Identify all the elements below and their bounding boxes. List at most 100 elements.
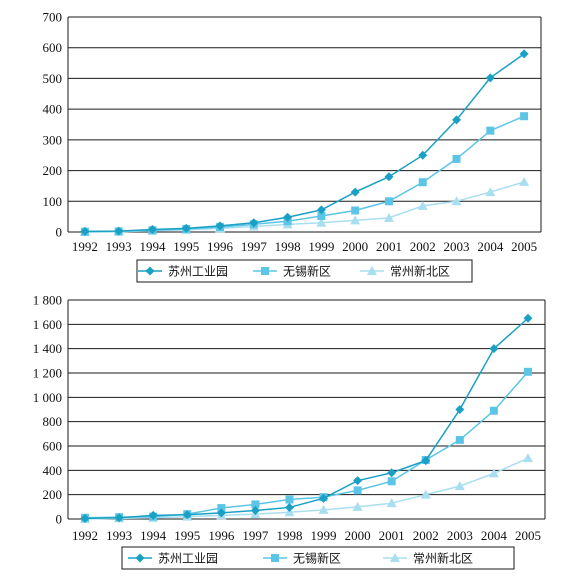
legend-box <box>136 259 473 283</box>
x-tick-label: 1995 <box>173 239 199 254</box>
x-tick-label: 2005 <box>515 528 541 543</box>
data-point-series-1 <box>114 226 124 236</box>
x-tick-label: 1992 <box>72 528 98 543</box>
y-tick-label: 100 <box>43 194 63 209</box>
data-point-series-1 <box>353 476 363 486</box>
data-point-series-1 <box>215 221 225 231</box>
x-tick-label: 2003 <box>447 528 473 543</box>
data-point-series-2 <box>251 500 260 509</box>
series-line-1 <box>84 53 525 233</box>
data-point-series-1 <box>250 505 260 515</box>
x-tick-label: 2002 <box>413 528 439 543</box>
legend-label: 苏州工业园 <box>168 265 228 279</box>
legend-box <box>121 546 515 570</box>
data-point-series-1 <box>147 225 157 235</box>
x-tick-label: 2000 <box>342 239 368 254</box>
data-point-series-1 <box>418 150 428 160</box>
data-point-series-2 <box>384 197 393 206</box>
series-line-1 <box>85 317 529 520</box>
x-tick-label: 1999 <box>311 528 337 543</box>
chart-2: 0 200 400 600 800 1 000 1 200 1 400 1 600 1 800 19… <box>33 293 546 570</box>
data-point-series-3 <box>417 200 428 210</box>
legend-label: 常州新北区 <box>413 551 473 566</box>
y-tick-label: 1 000 <box>33 390 62 405</box>
legend-marker <box>145 266 155 276</box>
data-point-series-1 <box>523 313 533 323</box>
x-tick-label: 1994 <box>139 239 166 254</box>
y-tick-label: 1 200 <box>33 366 62 381</box>
y-tick-label: 400 <box>43 102 63 117</box>
legend-label: 无锡新区 <box>293 551 341 566</box>
data-point-series-2 <box>353 486 362 495</box>
data-point-series-1 <box>316 205 326 215</box>
x-tick-label: 2002 <box>410 239 436 254</box>
data-point-series-1 <box>489 344 499 354</box>
y-tick-label: 0 <box>56 225 63 240</box>
data-point-series-1 <box>319 493 329 503</box>
legend-label: 苏州工业园 <box>158 552 218 566</box>
legend-marker <box>261 267 269 275</box>
y-tick-label: 200 <box>43 163 63 178</box>
data-point-series-1 <box>216 508 226 518</box>
x-tick-label: 1998 <box>276 528 302 543</box>
legend-marker <box>135 553 145 563</box>
y-tick-label: 500 <box>43 71 63 86</box>
series-line-3 <box>84 181 525 233</box>
legend-label: 无锡新区 <box>283 264 331 279</box>
data-point-series-2 <box>418 178 427 187</box>
data-point-series-1 <box>182 510 192 520</box>
series-line-2 <box>85 371 529 519</box>
x-tick-label: 2001 <box>379 528 405 543</box>
data-point-series-3 <box>383 212 394 222</box>
data-point-series-3 <box>386 498 397 508</box>
y-tick-label: 1 800 <box>33 293 62 308</box>
data-point-series-2 <box>486 126 495 135</box>
data-point-series-1 <box>181 223 191 233</box>
x-tick-label: 1997 <box>241 239 268 254</box>
x-tick-label: 1999 <box>308 239 334 254</box>
y-tick-label: 200 <box>43 487 63 502</box>
data-point-series-1 <box>384 172 394 182</box>
data-point-series-2 <box>285 495 294 504</box>
series-line-3 <box>85 457 529 520</box>
data-point-series-1 <box>421 456 431 466</box>
data-point-series-1 <box>148 510 158 520</box>
y-tick-label: 600 <box>43 40 63 55</box>
data-point-series-1 <box>387 468 397 478</box>
data-point-series-1 <box>350 187 360 197</box>
data-point-series-1 <box>80 226 90 236</box>
x-tick-label: 2000 <box>345 528 371 543</box>
y-tick-label: 300 <box>43 132 63 147</box>
data-point-series-3 <box>454 481 465 491</box>
data-point-series-2 <box>351 206 360 215</box>
data-point-series-1 <box>283 212 293 222</box>
y-tick-label: 1 600 <box>33 317 62 332</box>
data-point-series-3 <box>522 453 533 463</box>
data-point-series-2 <box>520 112 529 121</box>
y-tick-label: 1 400 <box>33 341 62 356</box>
legend-marker <box>271 554 279 562</box>
x-tick-label: 1993 <box>106 528 132 543</box>
x-tick-label: 2004 <box>481 528 508 543</box>
data-point-series-3 <box>485 187 496 197</box>
data-point-series-1 <box>455 405 465 414</box>
legend-marker <box>367 266 377 275</box>
x-tick-label: 1996 <box>207 239 234 254</box>
data-point-series-3 <box>350 215 361 225</box>
y-tick-label: 400 <box>43 463 63 478</box>
data-point-series-3 <box>352 501 363 511</box>
x-tick-label: 1997 <box>242 528 269 543</box>
x-tick-label: 2005 <box>511 239 537 254</box>
x-tick-label: 1998 <box>275 239 301 254</box>
data-point-series-2 <box>489 406 498 415</box>
chart-1: 0 100 200 300 400 500 600 700 1992 1993 1994 1995 19… <box>43 10 542 283</box>
data-point-series-3 <box>488 468 499 478</box>
data-point-series-3 <box>316 217 327 227</box>
data-point-series-1 <box>114 513 124 523</box>
data-point-series-1 <box>485 73 495 83</box>
x-tick-label: 1994 <box>140 528 167 543</box>
y-tick-label: 700 <box>43 10 63 25</box>
data-point-series-2 <box>217 504 226 513</box>
data-point-series-2 <box>452 154 461 163</box>
